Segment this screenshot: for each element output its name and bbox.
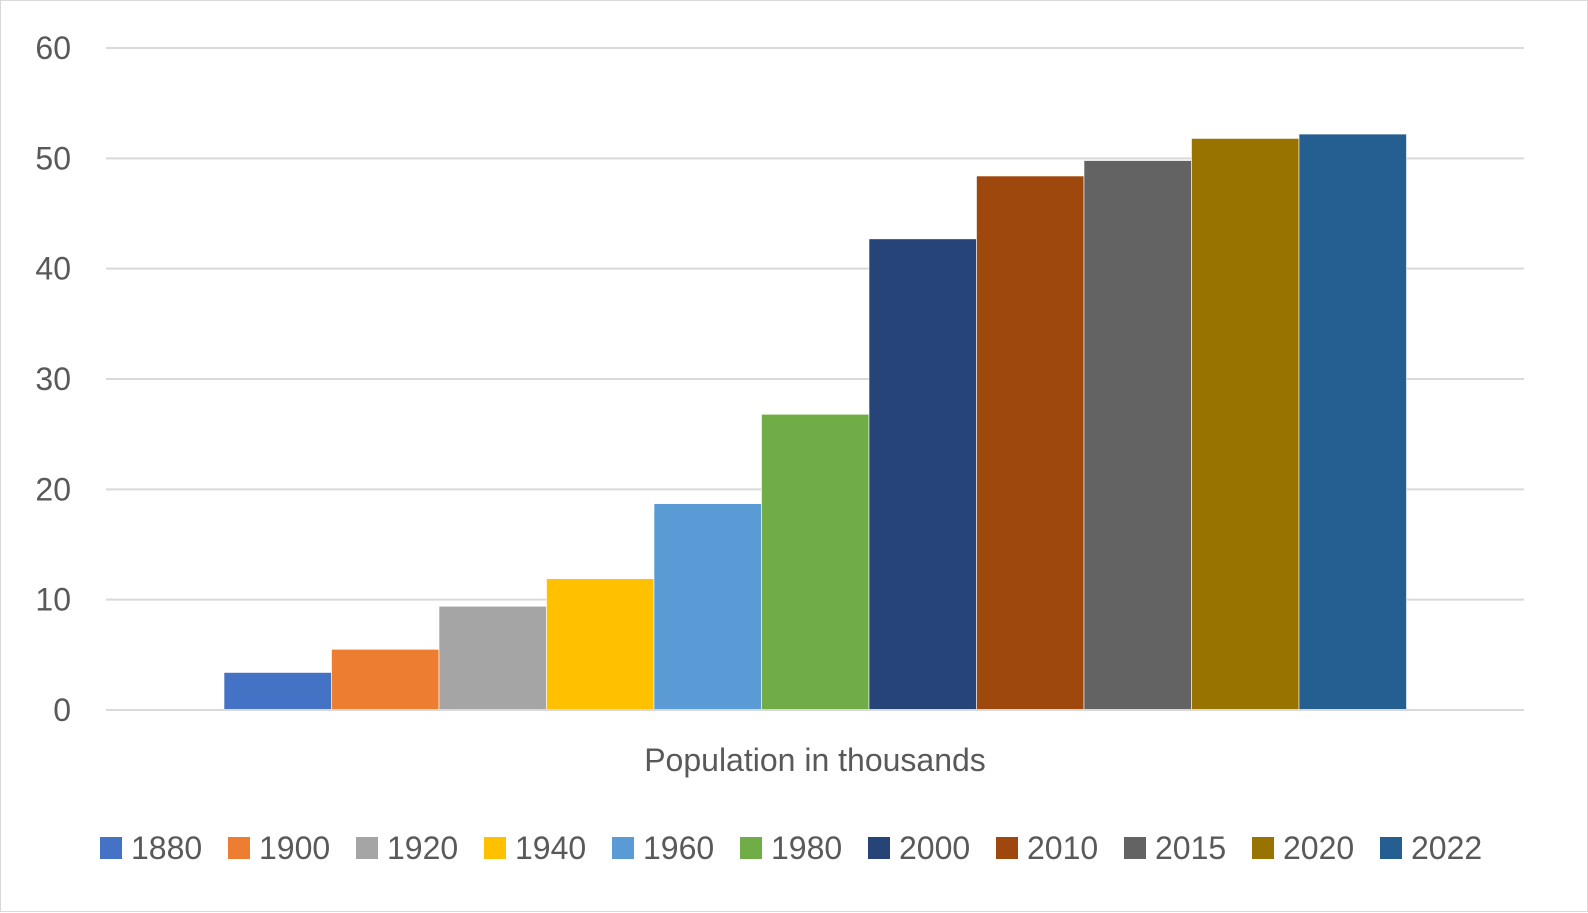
bar-1880 [223, 672, 332, 711]
y-tick-label: 10 [35, 582, 71, 618]
bar-2020 [1191, 138, 1300, 711]
y-axis-ticks: 0 10 20 30 40 50 60 [35, 30, 71, 728]
legend-label: 1980 [771, 830, 842, 866]
legend-label: 2000 [899, 830, 970, 866]
bar-1920 [438, 605, 547, 711]
bar-2015 [1083, 160, 1192, 711]
legend-item-2022: 2022 [1380, 830, 1482, 866]
y-tick-label: 30 [35, 361, 71, 397]
legend-label: 1940 [515, 830, 586, 866]
legend-swatch [1124, 837, 1146, 859]
legend-swatch [996, 837, 1018, 859]
bar-1960 [653, 503, 762, 711]
legend-item-2010: 2010 [996, 830, 1098, 866]
legend-label: 2010 [1027, 830, 1098, 866]
legend-item-1920: 1920 [356, 830, 458, 866]
legend: 1880 1900 1920 1940 1960 1980 2000 2010 2015 2020… [100, 830, 1482, 866]
legend-swatch [1380, 837, 1402, 859]
legend-swatch [612, 837, 634, 859]
bar-1980 [761, 414, 870, 711]
legend-item-1880: 1880 [100, 830, 202, 866]
legend-swatch [1252, 837, 1274, 859]
legend-label: 2015 [1155, 830, 1226, 866]
y-tick-label: 20 [35, 471, 71, 507]
legend-swatch [740, 837, 762, 859]
legend-item-2015: 2015 [1124, 830, 1226, 866]
bar-1900 [331, 649, 440, 711]
legend-swatch [484, 837, 506, 859]
legend-label: 1900 [259, 830, 330, 866]
bar-2000 [868, 238, 977, 711]
legend-swatch [228, 837, 250, 859]
legend-label: 1960 [643, 830, 714, 866]
y-tick-label: 60 [35, 30, 71, 66]
legend-item-1980: 1980 [740, 830, 842, 866]
bar-2022 [1298, 133, 1407, 711]
legend-label: 1880 [131, 830, 202, 866]
legend-label: 2020 [1283, 830, 1354, 866]
legend-item-1960: 1960 [612, 830, 714, 866]
legend-item-1900: 1900 [228, 830, 330, 866]
bar-1940 [546, 578, 655, 711]
legend-swatch [356, 837, 378, 859]
y-tick-label: 40 [35, 251, 71, 287]
y-tick-label: 50 [35, 140, 71, 176]
legend-label: 2022 [1411, 830, 1482, 866]
legend-swatch [868, 837, 890, 859]
legend-item-2000: 2000 [868, 830, 970, 866]
x-axis-title: Population in thousands [644, 742, 986, 778]
legend-swatch [100, 837, 122, 859]
legend-item-2020: 2020 [1252, 830, 1354, 866]
bar-2010 [976, 175, 1085, 711]
bars [223, 133, 1407, 711]
legend-item-1940: 1940 [484, 830, 586, 866]
y-tick-label: 0 [53, 692, 71, 728]
legend-label: 1920 [387, 830, 458, 866]
